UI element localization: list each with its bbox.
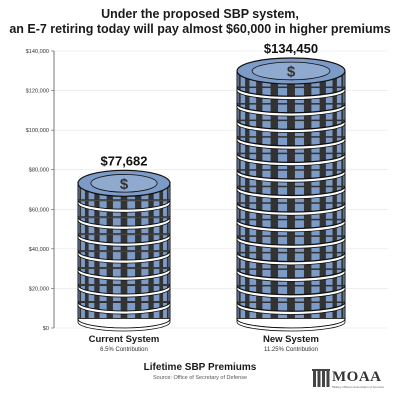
coin-segment: [236, 301, 346, 332]
y-tick-label: $0: [43, 326, 49, 332]
dollar-sign-icon: $: [287, 63, 296, 80]
coin-stack-bar: $: [236, 57, 346, 332]
coin-stacks: $$: [77, 57, 346, 332]
coin-top: $: [236, 57, 346, 85]
value-label: $134,450: [264, 41, 318, 56]
value-label: $77,682: [101, 153, 148, 168]
chart-title-line-1: Under the proposed SBP system,: [101, 7, 299, 21]
chart-title-line-2: an E-7 retiring today will pay almost $6…: [9, 22, 391, 36]
dollar-sign-icon: $: [120, 176, 129, 193]
y-tick-label: $120,000: [26, 89, 49, 95]
coin-stack-bar: $: [77, 169, 171, 332]
coin-top: $: [77, 169, 171, 197]
y-tick-label: $100,000: [26, 128, 49, 134]
y-tick-label: $20,000: [29, 286, 49, 292]
coin-segment: [236, 136, 346, 167]
moaa-logo: MOAA Military Officers Association of Am…: [312, 369, 390, 391]
y-tick-label: $140,000: [26, 49, 49, 55]
y-tick-label: $40,000: [29, 247, 49, 253]
coin-segment: [236, 285, 346, 315]
value-labels: $77,682 $134,450: [101, 41, 319, 168]
coin-segment: [77, 301, 171, 332]
footer-source: Source: Office of Secretary of Defense: [152, 375, 248, 381]
category-label: Current System: [88, 334, 160, 345]
category-sublabel: 11.25% Contribution: [264, 347, 318, 353]
y-axis-ticks: $0 $20,000 $40,000 $60,000 $80,000 $100,000 $1…: [26, 49, 54, 332]
footer-title: Lifetime SBP Premiums: [143, 362, 257, 373]
chart-title: Under the proposed SBP system, an E-7 re…: [0, 7, 400, 37]
category-sublabel: 6.5% Contribution: [100, 347, 148, 353]
moaa-logo-tagline: Military Officers Association of America: [332, 385, 384, 389]
moaa-logo-mark-icon: [312, 369, 330, 387]
y-tick-label: $80,000: [29, 168, 49, 174]
y-tick-label: $60,000: [29, 207, 49, 213]
moaa-logo-text: MOAA: [332, 369, 382, 385]
category-label: New System: [263, 334, 319, 345]
